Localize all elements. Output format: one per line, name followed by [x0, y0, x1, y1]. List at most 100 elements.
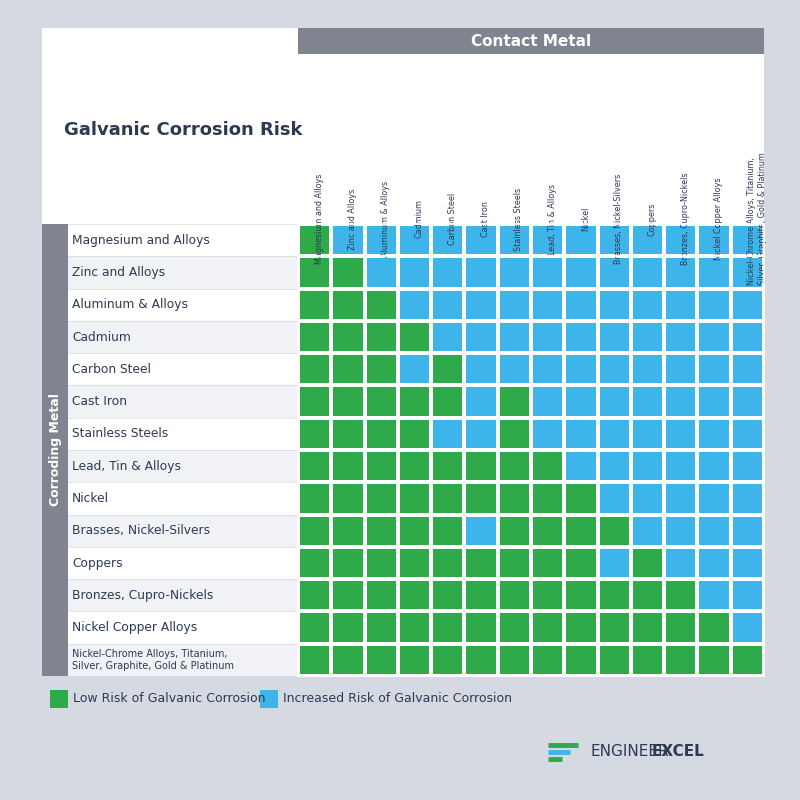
- Bar: [733, 614, 762, 642]
- Bar: [400, 290, 429, 319]
- Bar: [500, 290, 529, 319]
- Bar: [300, 387, 330, 416]
- Bar: [733, 258, 762, 286]
- Bar: [500, 646, 529, 674]
- Bar: [633, 646, 662, 674]
- Bar: [433, 452, 462, 480]
- Bar: [68, 386, 298, 418]
- Bar: [666, 614, 695, 642]
- Bar: [566, 226, 595, 254]
- Bar: [633, 420, 662, 448]
- Bar: [500, 355, 529, 383]
- Bar: [500, 387, 529, 416]
- Bar: [334, 226, 362, 254]
- Bar: [599, 614, 629, 642]
- Bar: [68, 547, 298, 579]
- Bar: [433, 290, 462, 319]
- Bar: [68, 224, 298, 256]
- Bar: [666, 517, 695, 545]
- Bar: [566, 323, 595, 351]
- Bar: [42, 224, 68, 676]
- Bar: [699, 646, 729, 674]
- Bar: [733, 387, 762, 416]
- Bar: [566, 517, 595, 545]
- Bar: [433, 517, 462, 545]
- Text: Lead, Tin & Alloys: Lead, Tin & Alloys: [548, 183, 557, 254]
- Bar: [334, 549, 362, 577]
- Bar: [466, 549, 496, 577]
- Bar: [599, 355, 629, 383]
- Bar: [633, 290, 662, 319]
- Text: Brasses, Nickel-Silvers: Brasses, Nickel-Silvers: [72, 524, 210, 538]
- Bar: [699, 517, 729, 545]
- Bar: [633, 549, 662, 577]
- Bar: [42, 28, 764, 676]
- Bar: [566, 484, 595, 513]
- Bar: [633, 226, 662, 254]
- Bar: [733, 355, 762, 383]
- Bar: [466, 355, 496, 383]
- Bar: [334, 290, 362, 319]
- Bar: [633, 517, 662, 545]
- Bar: [533, 290, 562, 319]
- Bar: [666, 549, 695, 577]
- Bar: [666, 581, 695, 610]
- Bar: [699, 614, 729, 642]
- Bar: [334, 355, 362, 383]
- Bar: [599, 452, 629, 480]
- Text: EXCEL: EXCEL: [652, 745, 705, 759]
- Bar: [666, 290, 695, 319]
- Text: Magnesium and Alloys: Magnesium and Alloys: [314, 174, 324, 264]
- Bar: [566, 646, 595, 674]
- Bar: [466, 258, 496, 286]
- Bar: [533, 387, 562, 416]
- Bar: [300, 452, 330, 480]
- Text: Bronzes, Cupro-Nickels: Bronzes, Cupro-Nickels: [72, 589, 214, 602]
- Text: Zinc and Alloys: Zinc and Alloys: [72, 266, 166, 279]
- Bar: [466, 452, 496, 480]
- Bar: [699, 387, 729, 416]
- Text: Cast Iron: Cast Iron: [72, 395, 127, 408]
- Text: Nickel: Nickel: [72, 492, 109, 505]
- Text: Stainless Steels: Stainless Steels: [72, 427, 168, 440]
- Bar: [533, 549, 562, 577]
- Bar: [666, 355, 695, 383]
- Bar: [533, 323, 562, 351]
- Bar: [366, 517, 396, 545]
- Bar: [334, 323, 362, 351]
- Bar: [334, 387, 362, 416]
- Text: Brasses, Nickel-Silvers: Brasses, Nickel-Silvers: [614, 174, 623, 264]
- Bar: [366, 484, 396, 513]
- Text: Carbon Steel: Carbon Steel: [448, 193, 457, 245]
- Bar: [300, 355, 330, 383]
- Bar: [466, 614, 496, 642]
- Bar: [433, 323, 462, 351]
- Bar: [400, 581, 429, 610]
- Bar: [366, 646, 396, 674]
- Bar: [400, 226, 429, 254]
- Bar: [300, 549, 330, 577]
- Bar: [68, 450, 298, 482]
- Bar: [500, 323, 529, 351]
- Bar: [699, 581, 729, 610]
- Bar: [733, 226, 762, 254]
- Bar: [699, 484, 729, 513]
- Text: Nickel Copper Alloys: Nickel Copper Alloys: [714, 178, 723, 260]
- Bar: [733, 517, 762, 545]
- Bar: [566, 355, 595, 383]
- Text: Low Risk of Galvanic Corrosion: Low Risk of Galvanic Corrosion: [73, 693, 266, 706]
- Bar: [300, 420, 330, 448]
- Bar: [298, 28, 764, 54]
- Bar: [366, 549, 396, 577]
- Bar: [666, 387, 695, 416]
- Bar: [400, 517, 429, 545]
- Bar: [68, 514, 298, 547]
- Bar: [500, 581, 529, 610]
- Bar: [666, 323, 695, 351]
- Bar: [400, 549, 429, 577]
- Text: Coppers: Coppers: [647, 202, 657, 236]
- Bar: [500, 549, 529, 577]
- Bar: [633, 581, 662, 610]
- Text: Carbon Steel: Carbon Steel: [72, 362, 151, 376]
- Bar: [68, 289, 298, 321]
